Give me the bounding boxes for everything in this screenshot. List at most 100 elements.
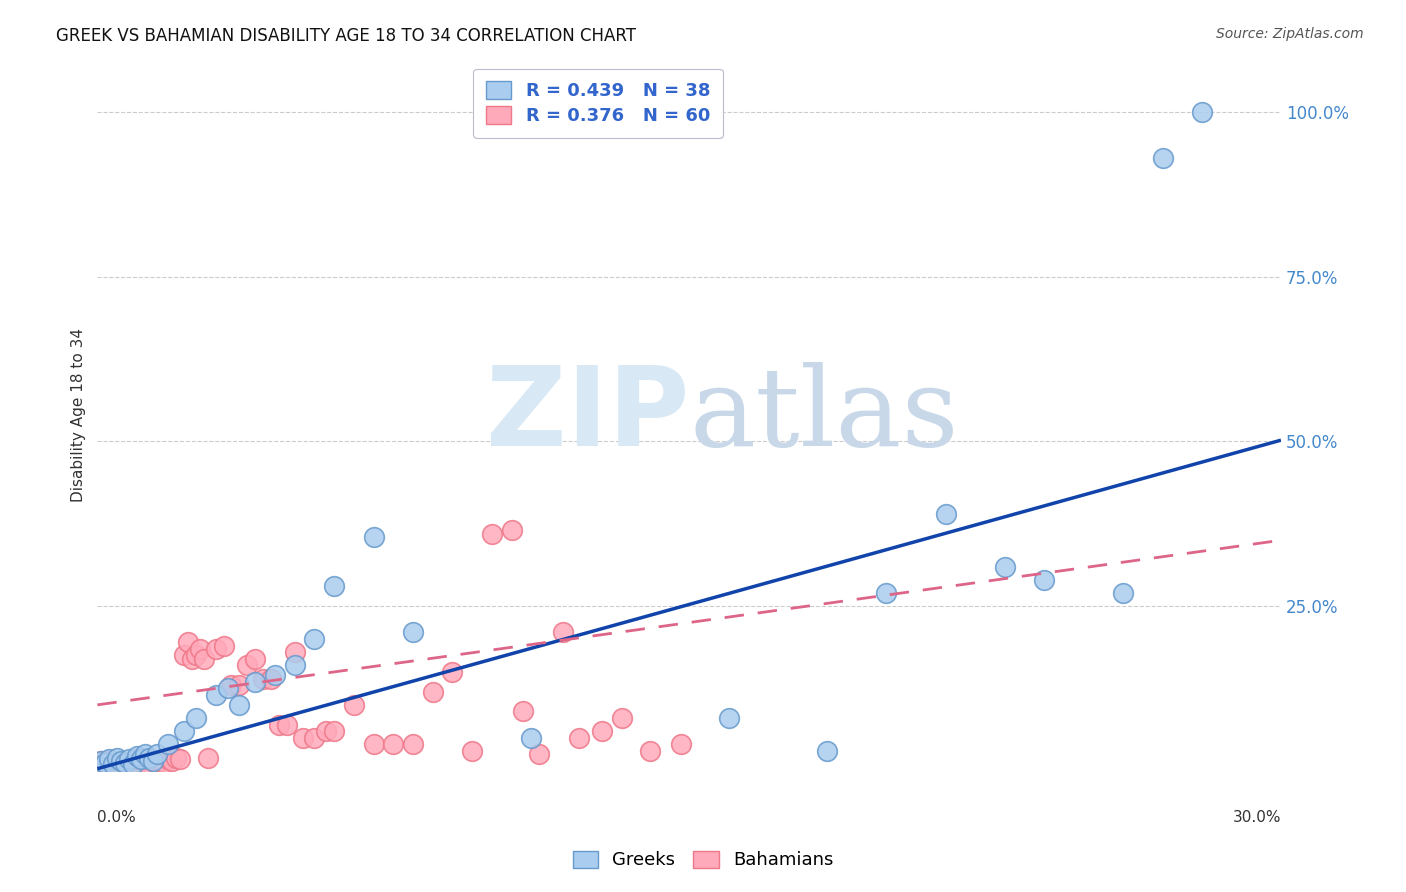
Point bbox=[101, 756, 124, 770]
Point bbox=[94, 756, 117, 770]
Point bbox=[568, 731, 591, 745]
Point bbox=[284, 658, 307, 673]
Point bbox=[315, 724, 337, 739]
Point bbox=[304, 731, 326, 745]
Point bbox=[145, 747, 167, 762]
Text: 30.0%: 30.0% bbox=[1233, 810, 1281, 825]
Point bbox=[512, 705, 534, 719]
Point bbox=[118, 752, 141, 766]
Point bbox=[125, 749, 148, 764]
Point bbox=[114, 756, 136, 770]
Text: 0.0%: 0.0% bbox=[97, 810, 136, 825]
Point bbox=[243, 674, 266, 689]
Point bbox=[125, 752, 148, 766]
Point bbox=[98, 752, 121, 766]
Point bbox=[875, 586, 897, 600]
Text: GREEK VS BAHAMIAN DISABILITY AGE 18 TO 34 CORRELATION CHART: GREEK VS BAHAMIAN DISABILITY AGE 18 TO 3… bbox=[56, 27, 637, 45]
Point bbox=[153, 756, 176, 770]
Point bbox=[110, 757, 132, 772]
Point bbox=[129, 752, 152, 766]
Point bbox=[422, 684, 444, 698]
Point bbox=[529, 747, 551, 762]
Point bbox=[90, 754, 112, 768]
Point bbox=[217, 681, 239, 696]
Point bbox=[184, 711, 207, 725]
Point bbox=[551, 625, 574, 640]
Point bbox=[610, 711, 633, 725]
Point bbox=[149, 754, 172, 768]
Point bbox=[121, 757, 143, 772]
Point bbox=[267, 717, 290, 731]
Point bbox=[591, 724, 613, 739]
Y-axis label: Disability Age 18 to 34: Disability Age 18 to 34 bbox=[72, 328, 86, 502]
Point bbox=[165, 750, 187, 764]
Point bbox=[264, 668, 287, 682]
Point bbox=[177, 635, 200, 649]
Point bbox=[90, 754, 112, 768]
Point bbox=[260, 672, 283, 686]
Point bbox=[162, 754, 184, 768]
Point bbox=[402, 625, 425, 640]
Point bbox=[94, 756, 117, 770]
Point bbox=[382, 737, 405, 751]
Point bbox=[204, 688, 226, 702]
Point bbox=[501, 524, 523, 538]
Point bbox=[402, 737, 425, 751]
Point bbox=[157, 737, 180, 751]
Point bbox=[173, 648, 195, 663]
Point bbox=[252, 672, 274, 686]
Point bbox=[145, 756, 167, 770]
Point bbox=[638, 744, 661, 758]
Point bbox=[343, 698, 366, 712]
Point bbox=[323, 724, 346, 739]
Point bbox=[276, 717, 298, 731]
Point bbox=[173, 724, 195, 739]
Point bbox=[188, 641, 211, 656]
Point bbox=[118, 757, 141, 772]
Point bbox=[138, 750, 160, 764]
Point bbox=[181, 652, 204, 666]
Point bbox=[228, 678, 250, 692]
Point bbox=[323, 579, 346, 593]
Point bbox=[138, 752, 160, 766]
Point bbox=[481, 526, 503, 541]
Point bbox=[129, 754, 152, 768]
Point bbox=[284, 645, 307, 659]
Point bbox=[1033, 573, 1056, 587]
Point bbox=[134, 756, 156, 770]
Point bbox=[98, 754, 121, 768]
Point bbox=[105, 757, 128, 772]
Point bbox=[441, 665, 464, 679]
Point bbox=[228, 698, 250, 712]
Point bbox=[461, 744, 484, 758]
Point bbox=[134, 747, 156, 762]
Point bbox=[520, 731, 543, 745]
Point bbox=[142, 754, 165, 768]
Point bbox=[671, 737, 693, 751]
Point bbox=[184, 648, 207, 663]
Point bbox=[1152, 152, 1174, 166]
Point bbox=[169, 752, 191, 766]
Point bbox=[363, 530, 385, 544]
Point bbox=[815, 744, 838, 758]
Legend: R = 0.439   N = 38, R = 0.376   N = 60: R = 0.439 N = 38, R = 0.376 N = 60 bbox=[474, 69, 723, 138]
Point bbox=[193, 652, 215, 666]
Point bbox=[935, 507, 957, 521]
Text: Source: ZipAtlas.com: Source: ZipAtlas.com bbox=[1216, 27, 1364, 41]
Point bbox=[1112, 586, 1135, 600]
Point bbox=[142, 754, 165, 768]
Point bbox=[1191, 105, 1213, 120]
Point bbox=[101, 757, 124, 772]
Point bbox=[114, 756, 136, 770]
Point bbox=[204, 641, 226, 656]
Point bbox=[717, 711, 740, 725]
Point bbox=[304, 632, 326, 646]
Point bbox=[994, 559, 1017, 574]
Point bbox=[197, 750, 219, 764]
Point bbox=[157, 752, 180, 766]
Point bbox=[243, 652, 266, 666]
Point bbox=[291, 731, 314, 745]
Point bbox=[105, 750, 128, 764]
Point bbox=[121, 756, 143, 770]
Point bbox=[221, 678, 243, 692]
